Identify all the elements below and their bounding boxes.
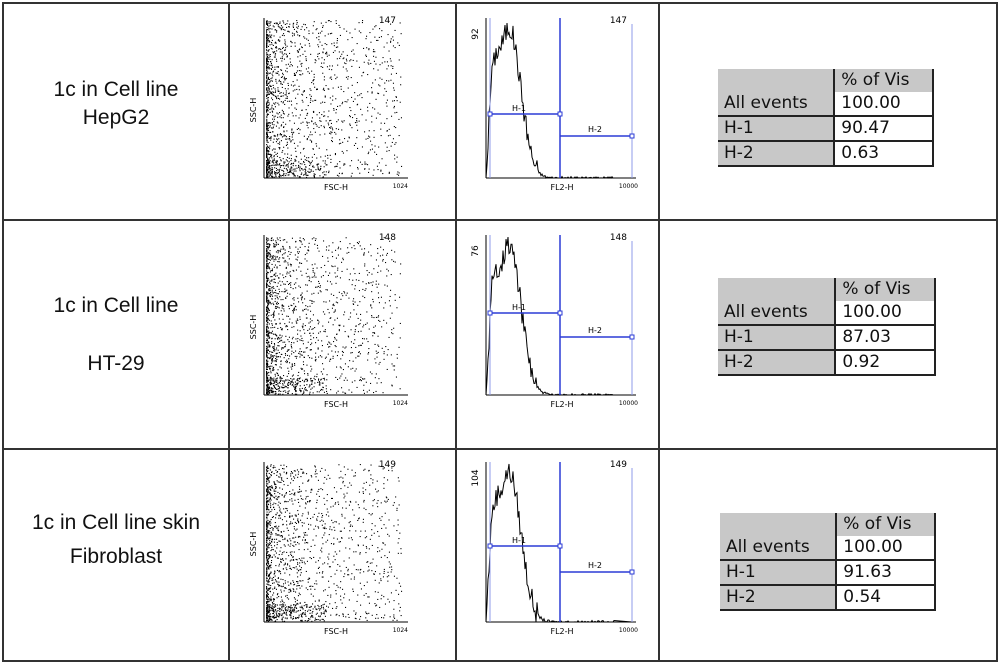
scatter-y-label: SSC-H [249, 315, 258, 340]
sample-label: 1c in Cell line HT-29 [4, 221, 228, 448]
stats-table: % of Vis All events 100.00 H-1 90.47 H-2 0.… [718, 69, 934, 167]
scatter-x-max: 1024 [393, 627, 408, 634]
histogram-curve [485, 463, 633, 623]
table-col-divider-2 [455, 2, 457, 662]
table-border-top [2, 2, 998, 4]
stat-name: H-1 [720, 560, 837, 586]
scatter-x-label: FSC-H [324, 400, 348, 409]
stat-name: All events [720, 536, 837, 561]
stats-table: % of Vis All events 100.00 H-1 87.03 H-2 0.… [718, 278, 936, 376]
histogram-x-label: FL2-H [550, 400, 573, 409]
histogram-gates [487, 235, 635, 395]
stat-name: H-1 [718, 325, 836, 351]
gate-h1-label: H-1 [512, 303, 526, 312]
table-border-left [2, 2, 4, 662]
histogram-id-label: 147 [610, 16, 627, 26]
table-border-bottom [2, 660, 998, 662]
sample-label-line1: 1c in Cell line [53, 293, 179, 317]
gate-h2-label: H-2 [588, 326, 602, 335]
histogram-curve [485, 22, 632, 179]
histogram-plot: 92 H-1 H-2 FL2-H 10000 147 [471, 16, 638, 192]
table-divider-2 [2, 448, 998, 450]
gate-h2-label: H-2 [588, 561, 602, 570]
stat-name: H-1 [718, 116, 835, 142]
stat-value: 100.00 [835, 536, 936, 561]
gate-h1-label: H-1 [512, 536, 526, 545]
sample-label-line1: 1c in Cell line [53, 78, 179, 101]
gate-h2-label: H-2 [588, 125, 602, 134]
scatter-plot: SSC-H FSC-H 1024 147 [249, 16, 408, 192]
table-border-right [996, 2, 998, 662]
scatter-dots [266, 20, 403, 179]
stat-value: 0.63 [833, 141, 934, 167]
sample-label-line2: HT-29 [87, 351, 145, 375]
scatter-x-label: FSC-H [324, 627, 348, 636]
sample-label: 1c in Cell line skin Fibroblast [4, 450, 228, 630]
scatter-y-label: SSC-H [249, 98, 258, 123]
sample-label-line1: 1c in Cell line skin [31, 511, 201, 534]
table-row: 1c in Cell line skin Fibroblast SSC-H FS… [0, 450, 1000, 660]
histogram-x-max: 10000 [619, 400, 638, 407]
stats-header: % of Vis [835, 513, 936, 536]
stat-value: 0.54 [835, 585, 936, 611]
scatter-plot: SSC-H FSC-H 1024 148 [249, 233, 408, 409]
scatter-dots [266, 464, 403, 622]
stat-name: H-2 [718, 350, 836, 376]
table-col-divider-3 [658, 2, 660, 662]
stat-name: H-2 [720, 585, 837, 611]
gate-h1-label: H-1 [512, 104, 526, 113]
stat-name: All events [718, 301, 836, 326]
table-row: 1c in Cell line HT-29 SSC-H FSC-H 1024 1… [0, 221, 1000, 448]
histogram-y-max: 104 [471, 469, 481, 486]
histogram-plot: 104 H-1 H-2 FL2-H 10000 149 [471, 460, 638, 636]
sample-label-line2: Fibroblast [69, 545, 163, 568]
stat-value: 87.03 [834, 325, 936, 351]
scatter-x-label: FSC-H [324, 183, 348, 192]
scatter-x-max: 1024 [393, 400, 408, 407]
histogram-plot: 76 H-1 H-2 FL2-H 10000 148 [471, 233, 638, 409]
table-row: 1c in Cell line HepG2 SSC-H FSC-H 1024 1… [0, 4, 1000, 219]
sample-label-line2: HepG2 [82, 106, 150, 129]
stat-value: 100.00 [833, 92, 934, 117]
scatter-plot: SSC-H FSC-H 1024 149 [249, 460, 408, 636]
table-divider-1 [2, 219, 998, 221]
stat-value: 91.63 [835, 560, 936, 586]
histogram-x-max: 10000 [619, 627, 638, 634]
histogram-gates [487, 18, 635, 178]
stats-header: % of Vis [833, 69, 934, 92]
histogram-x-label: FL2-H [550, 183, 573, 192]
scatter-id-label: 148 [379, 233, 396, 243]
scatter-x-max: 1024 [393, 183, 408, 190]
scatter-y-label: SSC-H [249, 532, 258, 557]
stat-name: H-2 [718, 141, 835, 167]
stats-table: % of Vis All events 100.00 H-1 91.63 H-2 0.… [720, 513, 936, 611]
histogram-x-max: 10000 [619, 183, 638, 190]
scatter-id-label: 147 [379, 16, 396, 26]
histogram-curve [485, 236, 632, 396]
stat-value: 100.00 [834, 301, 936, 326]
histogram-gates [487, 462, 635, 622]
stats-header: % of Vis [834, 278, 936, 301]
scatter-dots [266, 237, 402, 395]
stat-value: 0.92 [834, 350, 936, 376]
histogram-id-label: 149 [610, 460, 627, 470]
scatter-id-label: 149 [379, 460, 396, 470]
stat-name: All events [718, 92, 835, 117]
stat-value: 90.47 [833, 116, 934, 142]
histogram-id-label: 148 [610, 233, 627, 243]
table-col-divider-1 [228, 2, 230, 662]
histogram-y-max: 92 [471, 28, 481, 39]
sample-label: 1c in Cell line HepG2 [4, 4, 228, 204]
histogram-x-label: FL2-H [550, 627, 573, 636]
histogram-y-max: 76 [471, 245, 481, 257]
